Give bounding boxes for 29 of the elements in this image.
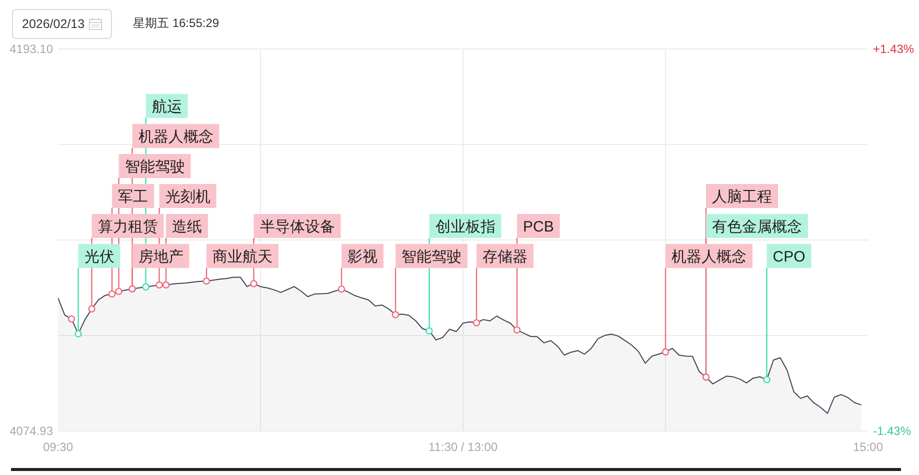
data-label: 房地产 — [138, 248, 184, 266]
data-label: 算力租赁 — [98, 218, 158, 236]
data-label: 智能驾驶 — [402, 248, 462, 266]
data-label: 影视 — [348, 248, 378, 266]
data-label: 光刻机 — [165, 188, 210, 206]
data-label: 商业航天 — [212, 248, 272, 266]
data-label: 半导体设备 — [260, 218, 335, 236]
y2-tick-label: -1.43% — [873, 424, 912, 438]
data-label: 航运 — [152, 98, 182, 116]
data-label: 存储器 — [482, 248, 528, 266]
data-label: 创业板指 — [435, 218, 496, 236]
y-tick-label: 4074.93 — [10, 424, 54, 438]
y-tick-label: 4193.10 — [10, 42, 54, 56]
data-label: PCB — [523, 218, 554, 236]
data-label: 造纸 — [172, 218, 202, 236]
date-field: 2026/02/13 — [12, 9, 112, 39]
data-label: 人脑工程 — [712, 188, 772, 206]
x-tick-label: 11:30 / 13:00 — [428, 440, 498, 454]
data-label: 智能驾驶 — [124, 158, 185, 176]
x-tick-label: 15:00 — [852, 440, 884, 454]
data-label: 机器人概念 — [672, 248, 746, 266]
data-label: 军工 — [118, 188, 148, 206]
x-tick-label: 09:30 — [42, 440, 74, 454]
data-label: 机器人概念 — [138, 128, 214, 146]
y2-tick-label: +1.43% — [873, 42, 914, 56]
data-label: 有色金属概念 — [712, 218, 802, 236]
data-label: 光伏 — [84, 248, 114, 266]
text: 星期五 16:55:29 — [133, 16, 220, 30]
data-label: CPO — [772, 248, 806, 266]
